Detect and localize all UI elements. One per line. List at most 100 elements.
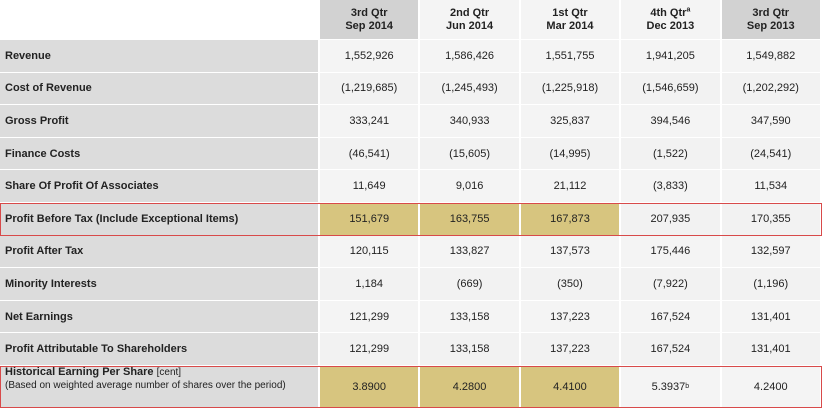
table-cell: 3.8900 <box>320 366 421 407</box>
table-cell: 1,552,926 <box>320 40 421 72</box>
column-header: 2nd Qtr Jun 2014 <box>420 0 521 39</box>
column-header-quarter: 4th Qtra <box>650 5 691 20</box>
table-cell: 347,590 <box>721 105 822 137</box>
table-cell: 137,223 <box>520 333 622 365</box>
table-cell: 394,546 <box>621 105 722 137</box>
table-cell: 132,597 <box>721 235 822 268</box>
table-cell: 207,935 <box>621 203 722 235</box>
table-cell: 340,933 <box>420 105 521 137</box>
table-cell: (1,522) <box>621 137 722 170</box>
table-row: Profit Attributable To Shareholders 121,2… <box>0 333 822 366</box>
table-cell: 131,401 <box>721 333 822 365</box>
table-cell: (1,245,493) <box>420 72 521 105</box>
column-header-quarter: 3rd Qtr <box>752 6 790 19</box>
table-cell: 4.4100 <box>520 366 622 407</box>
table-cell: 1,941,205 <box>621 40 722 72</box>
table-cell: (24,541) <box>721 137 822 170</box>
table-cell: 1,551,755 <box>520 40 622 72</box>
table-cell: (15,605) <box>420 137 521 170</box>
table-cell: 175,446 <box>621 235 722 268</box>
cell-value: 4.2400 <box>753 380 788 393</box>
cell-value: 5.3937 <box>651 380 686 393</box>
row-label: Share Of Profit Of Associates <box>0 170 320 202</box>
column-header-date: Jun 2014 <box>446 19 494 32</box>
table-cell: 121,299 <box>320 300 421 333</box>
table-cell: 167,524 <box>621 300 722 333</box>
table-cell: (1,546,659) <box>621 72 722 105</box>
table-cell: 151,679 <box>320 203 421 235</box>
table-cell: 11,649 <box>320 170 421 202</box>
table-cell: 21,112 <box>520 170 622 202</box>
table-cell: (46,541) <box>320 137 421 170</box>
row-label: Finance Costs <box>0 137 320 170</box>
table-header-row: 3rd Qtr Sep 2014 2nd Qtr Jun 2014 1st Qt… <box>0 0 822 40</box>
column-header: 1st Qtr Mar 2014 <box>520 0 622 39</box>
table-cell: 120,115 <box>320 235 421 268</box>
table-cell: 4.2400 <box>721 366 822 407</box>
table-cell: 137,573 <box>520 235 622 268</box>
row-label: Gross Profit <box>0 105 320 137</box>
table-cell: (669) <box>420 268 521 300</box>
column-header-date: Sep 2013 <box>746 19 795 32</box>
table-cell: 133,827 <box>420 235 521 268</box>
table-row: Profit After Tax 120,115 133,827 137,573 175… <box>0 235 822 269</box>
table-row: Gross Profit 333,241 340,933 325,837 394,546… <box>0 105 822 138</box>
table-cell: 133,158 <box>420 333 521 365</box>
row-label: Revenue <box>0 40 320 72</box>
table-cell: 1,549,882 <box>721 40 822 72</box>
table-row: Cost of Revenue (1,219,685) (1,245,493) (1,… <box>0 72 822 106</box>
table-cell: 163,755 <box>420 203 521 235</box>
column-header-date: Mar 2014 <box>546 19 594 32</box>
eps-label-unit: [cent] <box>156 367 182 378</box>
table-cell: (1,225,918) <box>520 72 622 105</box>
column-header-quarter: 2nd Qtr <box>450 6 490 19</box>
table-row-eps: Historical Earning Per Share [cent] (Bas… <box>0 366 822 408</box>
table-cell: 121,299 <box>320 333 421 365</box>
eps-label-line: Historical Earning Per Share [cent] <box>5 366 181 379</box>
footnote-marker: a <box>686 5 691 13</box>
table-cell: (3,833) <box>621 170 722 202</box>
table-cell: 1,184 <box>320 268 421 300</box>
column-header-quarter: 3rd Qtr <box>350 6 388 19</box>
table-cell: 167,873 <box>520 203 622 235</box>
column-header: 3rd Qtr Sep 2014 <box>320 0 421 39</box>
table-row: Minority Interests 1,184 (669) (350) (7,922)… <box>0 268 822 301</box>
table-cell: 167,524 <box>621 333 722 365</box>
table-row: Net Earnings 121,299 133,158 137,223 167,524… <box>0 300 822 334</box>
column-header-quarter: 1st Qtr <box>552 6 588 19</box>
row-label: Historical Earning Per Share [cent] (Bas… <box>0 366 320 407</box>
row-label: Profit Before Tax (Include Exceptional I… <box>0 203 320 235</box>
column-header-date: Dec 2013 <box>646 19 695 32</box>
column-header: 4th Qtra Dec 2013 <box>621 0 722 39</box>
table-cell: 9,016 <box>420 170 521 202</box>
row-label: Profit After Tax <box>0 235 320 268</box>
table-cell: (1,202,292) <box>721 72 822 105</box>
table-row: Profit Before Tax (Include Exceptional I… <box>0 203 822 236</box>
table-cell: 137,223 <box>520 300 622 333</box>
table-cell: (14,995) <box>520 137 622 170</box>
column-header-date: Sep 2014 <box>345 19 394 32</box>
table-cell: 170,355 <box>721 203 822 235</box>
column-header-quarter-text: 4th Qtr <box>650 6 687 19</box>
table-row: Finance Costs (46,541) (15,605) (14,995) (1,… <box>0 137 822 171</box>
table-cell: 333,241 <box>320 105 421 137</box>
cell-value: 4.4100 <box>553 380 587 393</box>
table-row: Revenue 1,552,926 1,586,426 1,551,755 1,941,… <box>0 40 822 73</box>
row-label: Profit Attributable To Shareholders <box>0 333 320 365</box>
table-cell: (1,196) <box>721 268 822 300</box>
row-label: Cost of Revenue <box>0 72 320 105</box>
table-cell: 5.3937 b <box>621 366 722 407</box>
column-header: 3rd Qtr Sep 2013 <box>721 0 822 39</box>
table-cell: 1,586,426 <box>420 40 521 72</box>
cell-value: 3.8900 <box>352 380 387 393</box>
eps-label-sub: (Based on weighted average number of sha… <box>5 380 286 391</box>
table-cell: (1,219,685) <box>320 72 421 105</box>
row-label: Minority Interests <box>0 268 320 300</box>
table-cell: (7,922) <box>621 268 722 300</box>
table-row: Share Of Profit Of Associates 11,649 9,016… <box>0 170 822 203</box>
cell-value: 4.2800 <box>452 380 487 393</box>
table-cell: 11,534 <box>721 170 822 202</box>
row-label: Net Earnings <box>0 300 320 333</box>
table-cell: 131,401 <box>721 300 822 333</box>
